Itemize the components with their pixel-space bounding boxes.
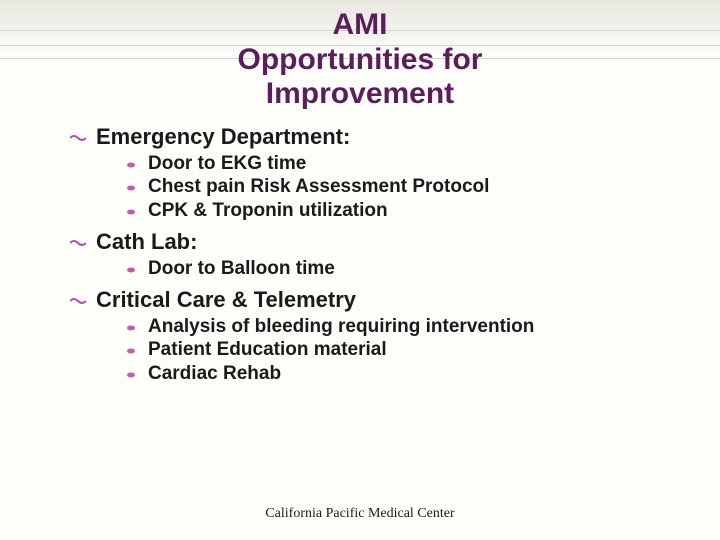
item-label: Cardiac Rehab: [148, 362, 281, 386]
sub-list: Analysis of bleeding requiring intervent…: [126, 315, 696, 386]
bullet-sub-icon: [126, 178, 138, 198]
section-header: Emergency Department:: [70, 124, 696, 150]
list-item: Chest pain Risk Assessment Protocol: [126, 175, 696, 199]
item-label: CPK & Troponin utilization: [148, 199, 388, 223]
title-line-3: Improvement: [266, 77, 454, 110]
list-item: Patient Education material: [126, 338, 696, 362]
item-label: Door to EKG time: [148, 152, 306, 176]
title-line-2: Opportunities for: [238, 43, 483, 76]
list-item: Door to EKG time: [126, 152, 696, 176]
bullet-sub-icon: [126, 155, 138, 175]
section: Critical Care & Telemetry Analysis of bl…: [70, 287, 696, 386]
bullet-sub-icon: [126, 202, 138, 222]
sub-list: Door to EKG time Chest pain Risk Assessm…: [126, 152, 696, 223]
bullet-sub-icon: [126, 341, 138, 361]
slide-content: AMI Opportunities for Improvement Emerge…: [0, 0, 720, 386]
section-header: Cath Lab:: [70, 229, 696, 255]
bullet-sub-icon: [126, 318, 138, 338]
section-header-label: Critical Care & Telemetry: [96, 287, 356, 313]
bullet-main-icon: [70, 294, 86, 312]
bullet-sub-icon: [126, 365, 138, 385]
footer-text: California Pacific Medical Center: [0, 506, 720, 522]
bullet-main-icon: [70, 131, 86, 149]
title-line-1: AMI: [333, 8, 388, 41]
item-label: Chest pain Risk Assessment Protocol: [148, 175, 489, 199]
section: Cath Lab: Door to Balloon time: [70, 229, 696, 281]
item-label: Door to Balloon time: [148, 257, 335, 281]
sub-list: Door to Balloon time: [126, 257, 696, 281]
slide-title: AMI Opportunities for Improvement: [24, 8, 696, 112]
section-header-label: Cath Lab:: [96, 229, 197, 255]
section-header: Critical Care & Telemetry: [70, 287, 696, 313]
item-label: Analysis of bleeding requiring intervent…: [148, 315, 534, 339]
list-item: Door to Balloon time: [126, 257, 696, 281]
list-item: Analysis of bleeding requiring intervent…: [126, 315, 696, 339]
bullet-sub-icon: [126, 260, 138, 280]
bullet-main-icon: [70, 236, 86, 254]
list-item: CPK & Troponin utilization: [126, 199, 696, 223]
section-header-label: Emergency Department:: [96, 124, 350, 150]
list-item: Cardiac Rehab: [126, 362, 696, 386]
item-label: Patient Education material: [148, 338, 387, 362]
section: Emergency Department: Door to EKG time C…: [70, 124, 696, 223]
